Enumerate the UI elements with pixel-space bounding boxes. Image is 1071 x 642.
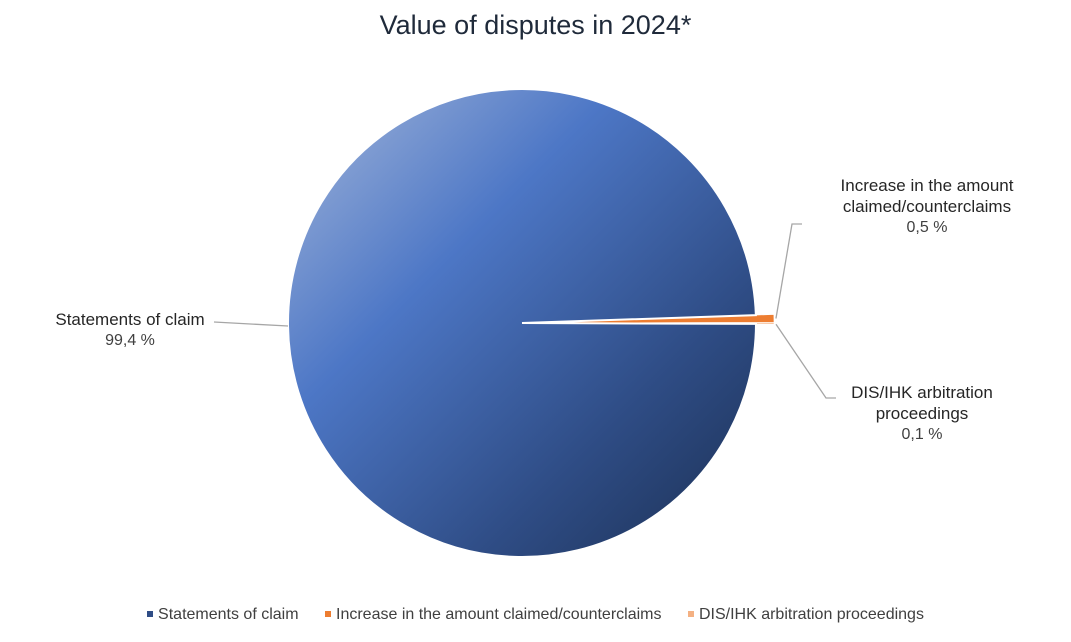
legend-item-dis-ihk: DIS/IHK arbitration proceedings — [687, 606, 924, 624]
data-label-name: claimed/counterclaims — [842, 197, 1012, 216]
legend-swatch — [687, 610, 694, 617]
data-label-value: 99,4 % — [105, 332, 155, 349]
data-label-name: Increase in the amount — [840, 176, 1014, 195]
data-label-name: proceedings — [875, 404, 969, 423]
data-label-name: DIS/IHK arbitration — [851, 383, 993, 402]
legend-label: Increase in the amount claimed/countercl… — [336, 606, 662, 623]
data-label-value: 0,1 % — [901, 426, 943, 443]
pie-slice-statements-of-claim — [287, 88, 758, 558]
data-label-value: 0,5 % — [906, 219, 948, 236]
legend-item-statements-of-claim: Statements of claim — [147, 606, 299, 624]
data-label-name: Statements of claim — [55, 310, 205, 329]
leader-line-increase-in-amount — [775, 223, 802, 319]
legend-label: DIS/IHK arbitration proceedings — [698, 606, 924, 623]
leader-line-dis-ihk — [775, 323, 836, 399]
data-label-increase-in-amount: Increase in the amount claimed/countercl… — [812, 175, 1042, 238]
legend-swatch — [325, 610, 331, 617]
legend-swatch — [147, 610, 154, 617]
data-label-dis-ihk: DIS/IHK arbitration proceedings 0,1 % — [822, 382, 1022, 445]
leader-line-statements-of-claim — [213, 321, 289, 327]
legend: Statements of claim Increase in the amou… — [0, 606, 1071, 624]
chart-title: Value of disputes in 2024* — [379, 10, 692, 40]
legend-item-increase-in-amount: Increase in the amount claimed/countercl… — [325, 606, 662, 624]
legend-label: Statements of claim — [158, 606, 299, 623]
data-label-statements-of-claim: Statements of claim 99,4 % — [30, 309, 230, 351]
